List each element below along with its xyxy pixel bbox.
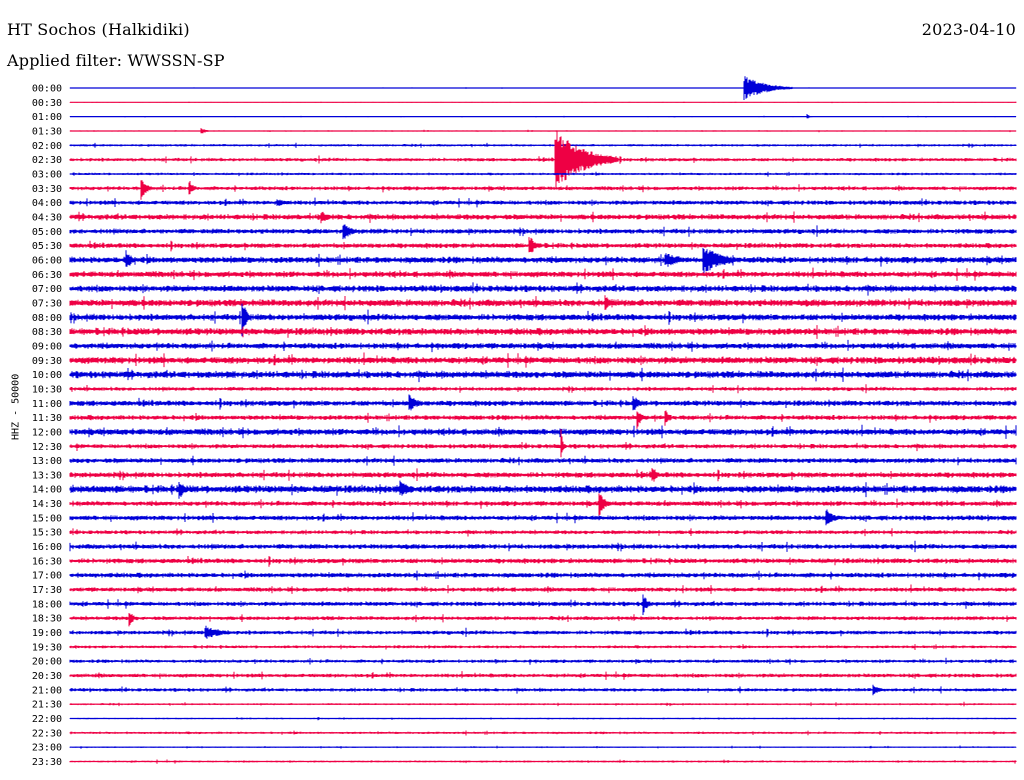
- time-tick-label: 06:00: [32, 255, 62, 266]
- time-tick-label: 05:00: [32, 227, 62, 238]
- time-tick-label: 03:00: [32, 169, 62, 180]
- time-tick-label: 06:30: [32, 270, 62, 281]
- time-tick-label: 01:30: [32, 126, 62, 137]
- time-tick-label: 21:00: [32, 685, 62, 696]
- time-tick-label: 13:30: [32, 470, 62, 481]
- time-tick-label: 08:30: [32, 327, 62, 338]
- time-tick-label: 20:00: [32, 657, 62, 668]
- time-tick-label: 18:00: [32, 599, 62, 610]
- time-tick-label: 15:00: [32, 513, 62, 524]
- time-tick-label: 23:00: [32, 743, 62, 754]
- trace-line: [69, 493, 1017, 516]
- trace-line: [69, 394, 1017, 411]
- time-tick-label: 04:00: [32, 198, 62, 209]
- time-tick-label: 09:00: [32, 341, 62, 352]
- time-tick-label: 18:30: [32, 614, 62, 625]
- time-tick-label: 20:30: [32, 671, 62, 682]
- time-tick-label: 12:30: [32, 442, 62, 453]
- time-tick-label: 19:00: [32, 628, 62, 639]
- time-tick-label: 19:30: [32, 642, 62, 653]
- trace-line: [69, 594, 1017, 615]
- trace-line: [69, 613, 1017, 627]
- time-tick-label: 09:30: [32, 356, 62, 367]
- time-tick-label: 22:00: [32, 714, 62, 725]
- time-tick-label: 17:30: [32, 585, 62, 596]
- station-title: HT Sochos (Halkidiki): [7, 20, 190, 39]
- trace-line: [69, 180, 1017, 200]
- time-tick-label: 22:30: [32, 728, 62, 739]
- time-tick-label: 11:00: [32, 399, 62, 410]
- time-tick-label: 11:30: [32, 413, 62, 424]
- time-tick-label: 10:00: [32, 370, 62, 381]
- time-tick-label: 16:30: [32, 556, 62, 567]
- time-tick-label: 05:30: [32, 241, 62, 252]
- time-tick-label: 02:00: [32, 141, 62, 152]
- time-tick-label: 14:00: [32, 485, 62, 496]
- filter-label: Applied filter: WWSSN-SP: [7, 51, 225, 70]
- time-tick-label: 08:00: [32, 313, 62, 324]
- time-tick-label: 07:00: [32, 284, 62, 295]
- time-tick-label: 13:00: [32, 456, 62, 467]
- trace-line: [69, 410, 1017, 429]
- time-tick-label: 01:00: [32, 112, 62, 123]
- time-tick-label: 00:00: [32, 84, 62, 95]
- trace-line: [69, 248, 1017, 274]
- trace-line: [69, 237, 1017, 253]
- time-tick-label: 10:30: [32, 384, 62, 395]
- time-tick-label: 15:30: [32, 528, 62, 539]
- time-tick-label: 00:30: [32, 98, 62, 109]
- time-tick-label: 04:30: [32, 212, 62, 223]
- time-tick-label: 16:00: [32, 542, 62, 553]
- time-tick-label: 17:00: [32, 571, 62, 582]
- time-tick-label: 07:30: [32, 298, 62, 309]
- time-tick-label: 03:30: [32, 184, 62, 195]
- time-tick-label: 23:30: [32, 757, 62, 768]
- time-tick-label: 02:30: [32, 155, 62, 166]
- time-tick-label: 12:00: [32, 427, 62, 438]
- time-tick-label: 14:30: [32, 499, 62, 510]
- time-tick-label: 21:30: [32, 700, 62, 711]
- record-date: 2023-04-10: [921, 20, 1016, 39]
